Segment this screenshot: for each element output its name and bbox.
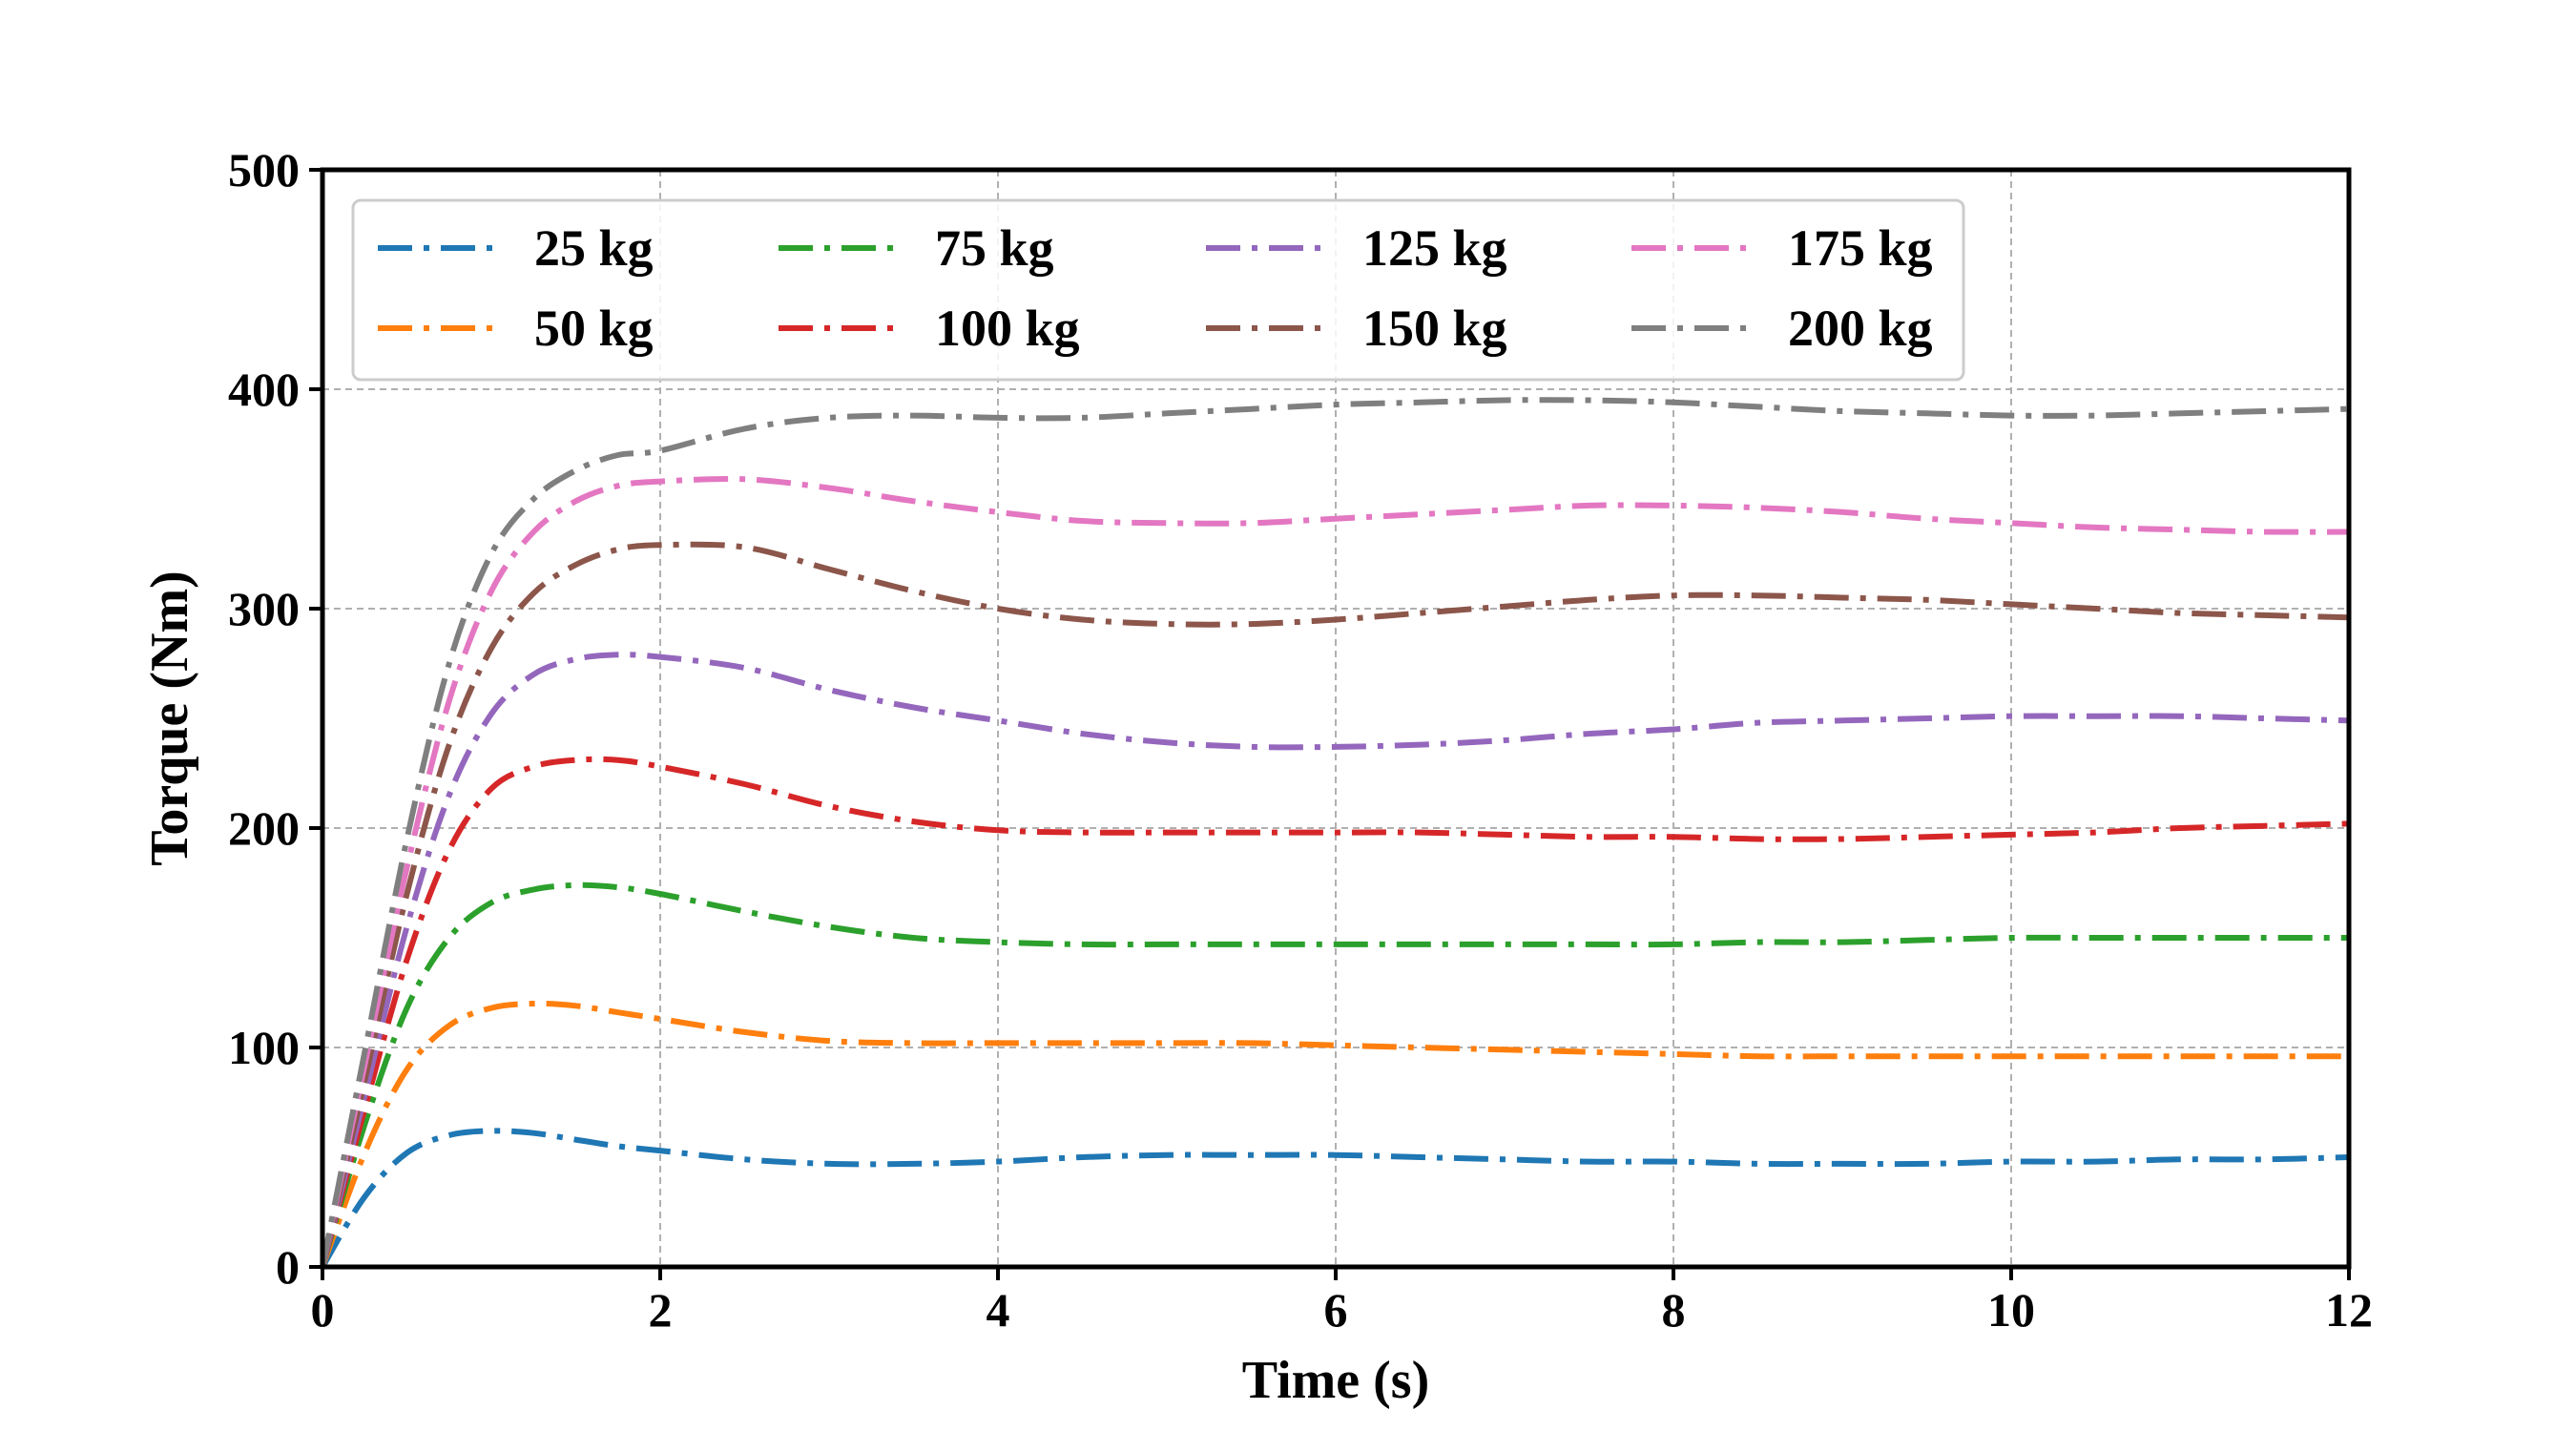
x-tick-label: 2 — [649, 1283, 673, 1337]
legend-label: 150 kg — [1362, 300, 1507, 357]
series-line-125-kg — [320, 652, 2350, 1268]
y-tick-label: 300 — [228, 582, 300, 635]
plot-area — [320, 397, 2350, 1269]
legend-entry: 175 kg — [1631, 219, 1933, 277]
x-axis-title: Time (s) — [1242, 1351, 1430, 1410]
grid-lines — [322, 170, 2349, 1267]
legend-label: 50 kg — [534, 300, 654, 357]
series-line-25-kg — [320, 1128, 2350, 1269]
x-tick-label: 6 — [1324, 1283, 1348, 1337]
series-line-50-kg — [320, 1000, 2349, 1269]
legend-frame — [351, 198, 1965, 382]
legend-label: 100 kg — [935, 300, 1080, 357]
y-tick-label: 100 — [228, 1021, 300, 1074]
x-tick-label: 10 — [1987, 1283, 2035, 1337]
y-tick-label: 500 — [228, 143, 300, 197]
y-tick-label: 400 — [228, 363, 300, 416]
series-line-75-kg — [320, 881, 2349, 1268]
legend: 25 kg 50 kg 75 kg 100 kg 125 kg 150 kg 175 kg 2… — [351, 198, 1965, 382]
legend-entry: 150 kg — [1206, 300, 1507, 357]
legend-label: 25 kg — [534, 219, 654, 277]
axis-ticks: 0 2 4 6 8 10 12 0 100 200 300 400 500 — [228, 143, 2373, 1337]
legend-entry: 125 kg — [1206, 219, 1507, 277]
legend-entry: 100 kg — [779, 300, 1080, 357]
x-tick-label: 12 — [2325, 1283, 2373, 1337]
x-tick-label: 0 — [311, 1283, 335, 1337]
y-tick-label: 200 — [228, 801, 300, 855]
legend-entry: 25 kg — [378, 219, 654, 277]
series-line-200-kg — [320, 397, 2350, 1268]
legend-entry: 50 kg — [378, 300, 654, 357]
x-tick-label: 8 — [1662, 1283, 1686, 1337]
legend-label: 175 kg — [1788, 219, 1933, 277]
y-axis-title: Torque (Nm) — [140, 570, 199, 866]
legend-entry: 200 kg — [1631, 300, 1933, 357]
legend-label: 75 kg — [935, 219, 1054, 277]
legend-label: 125 kg — [1362, 219, 1507, 277]
x-tick-label: 4 — [987, 1283, 1010, 1337]
legend-label: 200 kg — [1788, 300, 1933, 357]
series-line-150-kg — [320, 541, 2350, 1268]
legend-entry: 75 kg — [779, 219, 1054, 277]
y-tick-label: 0 — [276, 1240, 300, 1294]
series-line-175-kg — [320, 476, 2350, 1268]
series-line-100-kg — [320, 756, 2350, 1268]
